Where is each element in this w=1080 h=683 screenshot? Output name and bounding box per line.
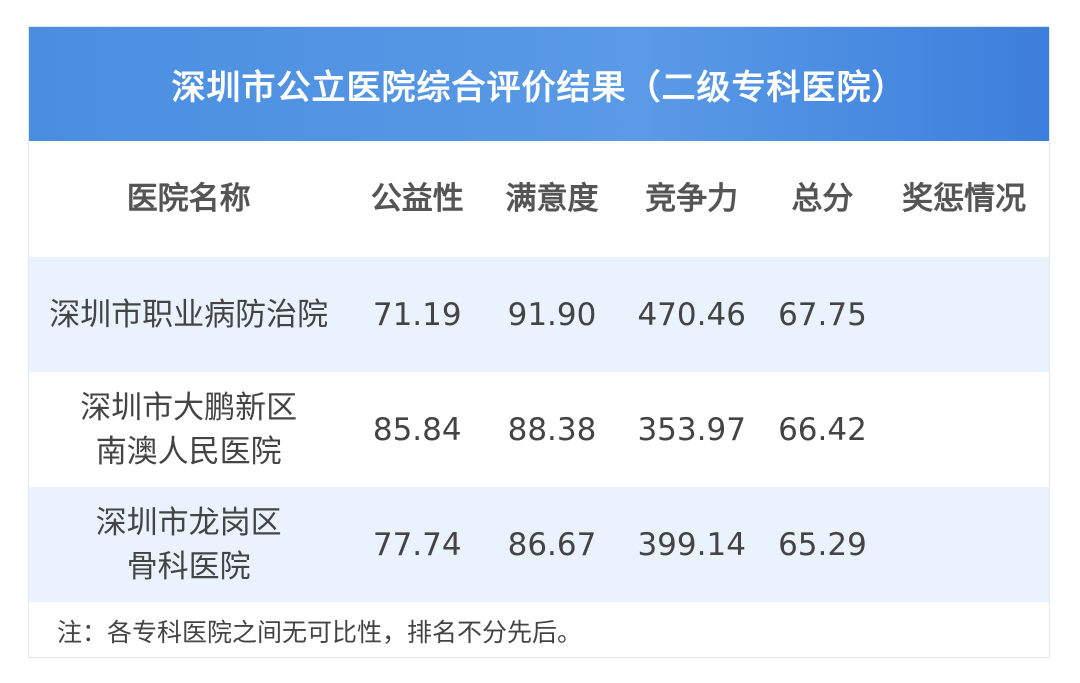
hospital-name: 深圳市职业病防治院 — [29, 293, 348, 337]
column-headers: 医院名称 公益性 满意度 竞争力 总分 奖惩情况 — [29, 141, 1049, 257]
hospital-name: 深圳市大鹏新区 南澳人民医院 — [29, 386, 348, 474]
col-header-total: 总分 — [791, 181, 854, 217]
cell-total: 66.42 — [778, 411, 867, 448]
hospital-name-line: 深圳市大鹏新区 — [80, 389, 298, 426]
hospital-name-line: 深圳市职业病防治院 — [49, 296, 329, 333]
cell-competitiveness: 470.46 — [637, 296, 746, 333]
cell-total: 65.29 — [778, 526, 867, 563]
cell-public-welfare: 85.84 — [372, 411, 462, 448]
col-header-satisfaction: 满意度 — [505, 181, 599, 217]
table-row: 深圳市职业病防治院 71.19 91.90 470.46 67.75 — [29, 257, 1049, 372]
cell-public-welfare: 77.74 — [372, 526, 462, 563]
cell-satisfaction: 88.38 — [507, 411, 597, 448]
hospital-name-line: 南澳人民医院 — [95, 433, 282, 470]
col-header-public-welfare: 公益性 — [370, 181, 464, 217]
hospital-name-line: 深圳市龙岗区 — [95, 504, 282, 541]
cell-competitiveness: 399.14 — [637, 526, 746, 563]
table-row: 深圳市大鹏新区 南澳人民医院 85.84 88.38 353.97 66.42 — [29, 372, 1049, 487]
footnote: 注：各专科医院之间无可比性，排名不分先后。 — [57, 617, 583, 647]
cell-total: 67.75 — [778, 296, 867, 333]
hospital-name: 深圳市龙岗区 骨科医院 — [29, 501, 348, 589]
cell-satisfaction: 91.90 — [507, 296, 597, 333]
table-row: 深圳市龙岗区 骨科医院 77.74 86.67 399.14 65.29 — [29, 487, 1049, 602]
col-header-awards: 奖惩情况 — [902, 181, 1027, 217]
cell-competitiveness: 353.97 — [637, 411, 746, 448]
table-title: 深圳市公立医院综合评价结果（二级专科医院） — [29, 27, 1049, 141]
hospital-name-line: 骨科医院 — [126, 548, 251, 585]
cell-satisfaction: 86.67 — [507, 526, 597, 563]
col-header-competitiveness: 竞争力 — [645, 181, 739, 217]
cell-public-welfare: 71.19 — [372, 296, 462, 333]
col-header-name: 医院名称 — [126, 181, 251, 217]
results-table: 深圳市公立医院综合评价结果（二级专科医院） 医院名称 公益性 满意度 竞争力 总… — [28, 26, 1050, 658]
